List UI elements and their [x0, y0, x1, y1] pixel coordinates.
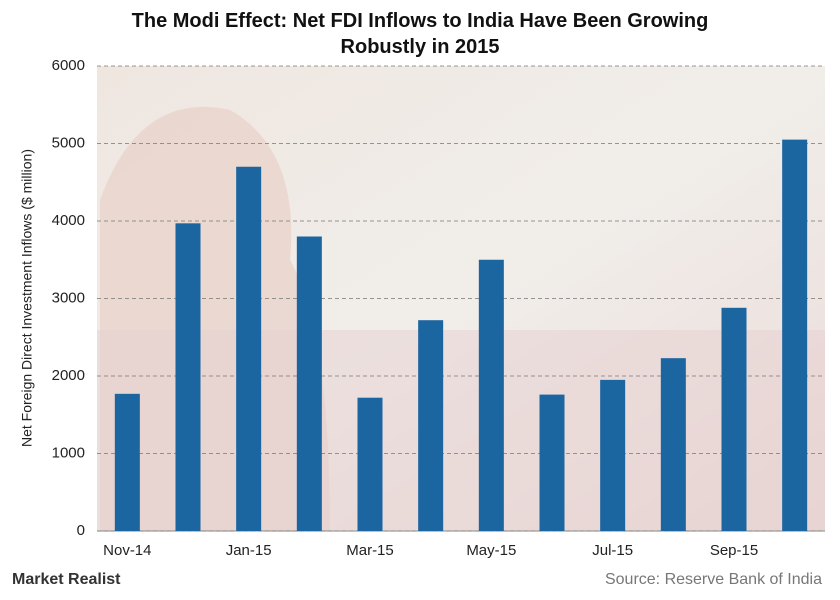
y-tick-label: 5000 — [52, 134, 85, 151]
x-tick-label: Sep-15 — [710, 542, 758, 559]
bar — [418, 320, 444, 531]
x-tick-label: Nov-14 — [103, 542, 151, 559]
x-tick-label: May-15 — [466, 542, 516, 559]
bar — [539, 394, 565, 531]
x-tick-label: Mar-15 — [346, 542, 394, 559]
y-tick-label: 0 — [77, 522, 85, 539]
bar — [296, 236, 322, 531]
x-tick-label: Jul-15 — [592, 542, 633, 559]
bar — [357, 397, 383, 531]
chart-title: The Modi Effect: Net FDI Inflows to Indi… — [131, 10, 709, 58]
bar — [660, 358, 686, 531]
bar — [721, 307, 747, 531]
y-tick-label: 4000 — [52, 212, 85, 229]
x-tick-label: Jan-15 — [226, 542, 272, 559]
y-tick-label: 2000 — [52, 367, 85, 384]
y-axis-label: Net Foreign Direct Investment Inflows ($… — [19, 149, 35, 447]
bar — [782, 139, 808, 531]
bar — [175, 223, 201, 531]
y-tick-label: 3000 — [52, 289, 85, 306]
bar — [478, 259, 504, 531]
bar — [600, 379, 626, 531]
photo-crowd — [97, 330, 825, 530]
source-note: Source: Reserve Bank of India — [605, 571, 822, 588]
y-tick-label: 6000 — [52, 57, 85, 74]
brand-logo: Market Realist — [12, 571, 121, 588]
bar — [114, 393, 140, 531]
y-tick-label: 1000 — [52, 444, 85, 461]
bar — [236, 166, 262, 531]
